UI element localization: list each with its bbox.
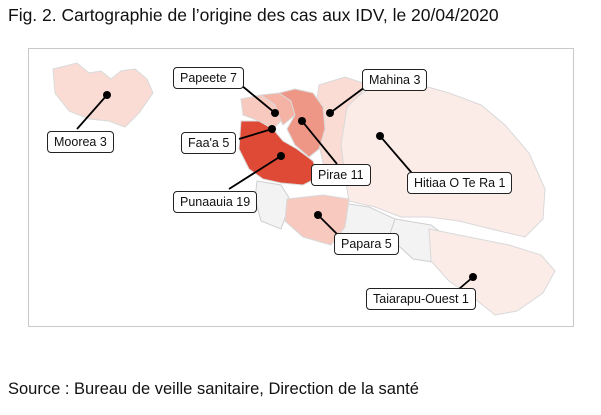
marker-pirae: [298, 117, 306, 125]
map-canvas: [52, 62, 556, 316]
marker-papeete: [271, 109, 279, 117]
marker-hitiaa: [376, 132, 384, 140]
label-taiarapu-ouest: Taiarapu-Ouest 1: [366, 288, 476, 310]
leader-lines: [76, 84, 474, 290]
label-faaa: Faa'a 5: [181, 132, 237, 154]
leader-pirae: [301, 120, 338, 165]
label-moorea: Moorea 3: [47, 131, 114, 153]
figure-title: Fig. 2. Cartographie de l’origine des ca…: [8, 5, 499, 25]
leader-faaa: [238, 128, 273, 140]
leader-papara: [317, 214, 338, 235]
source-note: Source : Bureau de veille sanitaire, Dir…: [8, 380, 419, 398]
marker-moorea: [103, 91, 111, 99]
label-hitiaa: Hitiaa O Te Ra 1: [407, 172, 513, 194]
label-punaauia: Punaauia 19: [173, 191, 258, 213]
label-mahina: Mahina 3: [362, 69, 428, 91]
marker-faaa: [268, 125, 276, 133]
leader-hitiaa: [379, 135, 418, 180]
marker-punaauia: [277, 152, 285, 160]
map-frame: Moorea 3 Papeete 7 Faa'a 5 Punaauia 19 P…: [28, 48, 574, 327]
leader-papeete: [240, 84, 276, 114]
leader-punaauia: [228, 155, 282, 190]
label-pirae: Pirae 11: [311, 164, 371, 186]
leader-mahina: [329, 86, 366, 114]
label-papara: Papara 5: [334, 233, 399, 255]
region-taiarapu-ouest: [428, 228, 556, 316]
leader-moorea: [76, 94, 108, 130]
markers: [103, 91, 477, 281]
marker-papara: [314, 211, 322, 219]
marker-mahina: [326, 109, 334, 117]
label-papeete: Papeete 7: [173, 67, 244, 89]
marker-taiarapu-ouest: [469, 273, 477, 281]
